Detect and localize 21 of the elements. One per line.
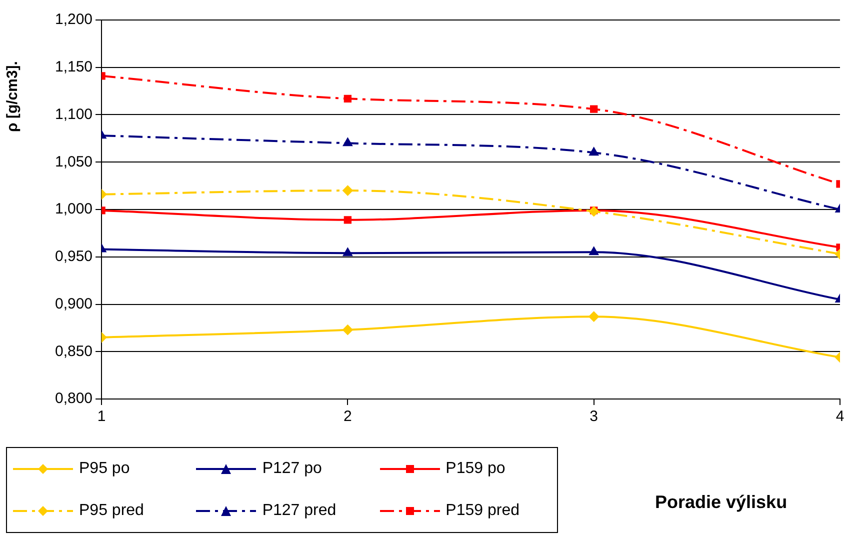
x-tick-label: 2	[344, 408, 352, 426]
y-axis-title: ρ [g/cm3].	[4, 61, 21, 132]
y-tick-label: 1,000	[54, 200, 93, 218]
y-tick-label: 1,150	[54, 58, 93, 76]
y-tick-label: 0,850	[54, 342, 93, 360]
x-axis-title: Poradie výlisku	[655, 492, 788, 513]
legend-label: P127 pred	[262, 502, 336, 520]
legend-label: P95 po	[79, 460, 130, 478]
y-tick-label: 0,900	[54, 295, 93, 312]
y-tick-label: 0,800	[54, 390, 93, 408]
x-tick-label: 4	[836, 408, 844, 426]
y-tick-label: 0,950	[54, 248, 93, 266]
x-tick-label: 3	[590, 408, 598, 426]
legend-label: P127 po	[262, 460, 322, 478]
y-tick-label: 1,050	[54, 153, 93, 170]
legend-label: P159 po	[446, 460, 506, 478]
legend-label: P159 pred	[446, 502, 520, 520]
y-tick-label: 1,100	[54, 106, 93, 123]
y-tick-label: 1,200	[54, 11, 93, 28]
legend-label: P95 pred	[79, 502, 144, 520]
x-tick-label: 1	[97, 408, 106, 426]
